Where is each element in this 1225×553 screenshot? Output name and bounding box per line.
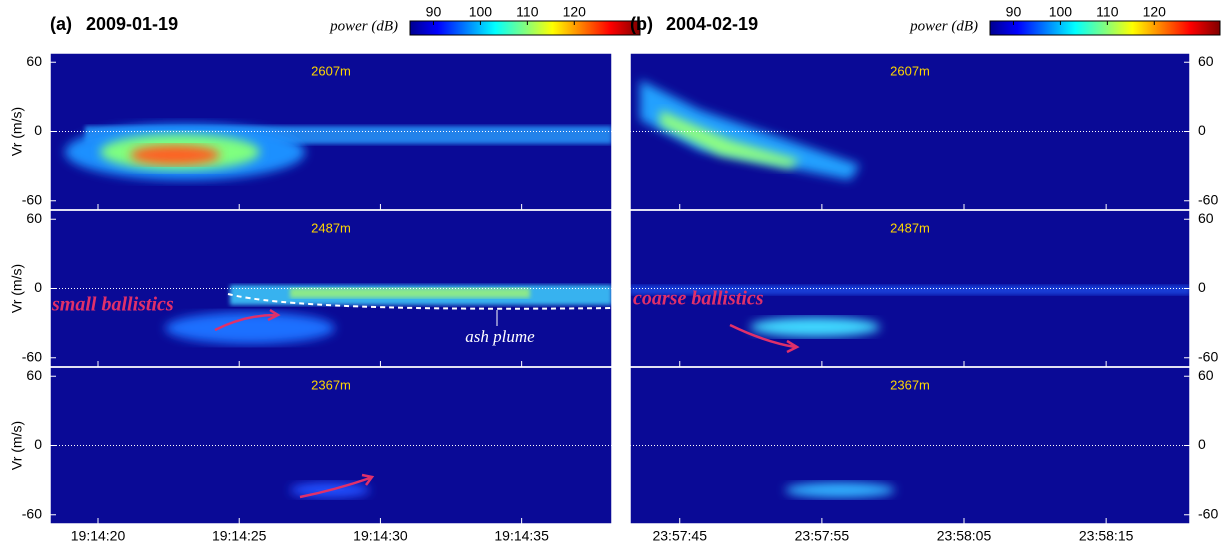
arrow-head (786, 339, 800, 354)
range-label: 2607m (311, 63, 351, 78)
y-tick-label: 0 (1198, 122, 1206, 138)
x-tick-label: 19:14:25 (212, 528, 267, 544)
echo-blobs (630, 80, 1190, 498)
range-label: 2607m (890, 63, 930, 78)
y-tick-label: -60 (1198, 505, 1218, 521)
x-tick-label: 19:14:30 (353, 528, 408, 544)
annotation: ash plume (465, 327, 535, 346)
y-tick-label: 0 (1198, 436, 1206, 452)
arrow (214, 313, 276, 332)
y-tick-label: 60 (1198, 210, 1214, 226)
arrow-head (361, 473, 375, 486)
colorbar-tick-label: 100 (1049, 4, 1073, 20)
colorbar-tick-label: 110 (516, 4, 539, 20)
range-label: 2367m (311, 377, 351, 392)
colorbar-tick-label: 110 (1096, 4, 1119, 20)
colorbar-label: power (dB) (909, 18, 978, 34)
y-axis-label: Vr (m/s) (9, 264, 25, 313)
annotation: small ballistics (51, 294, 174, 316)
range-label: 2367m (890, 377, 930, 392)
y-tick-label: -60 (1198, 191, 1218, 207)
x-tick-label: 23:57:45 (652, 528, 707, 544)
colorbar-tick-label: 100 (469, 4, 493, 20)
range-label: 2487m (890, 220, 930, 235)
y-tick-label: 0 (34, 436, 42, 452)
x-tick-label: 23:58:15 (1079, 528, 1134, 544)
annotation: coarse ballistics (633, 288, 764, 310)
arrow-head (267, 308, 281, 322)
colorbar (989, 20, 1221, 36)
chart-title: 2004-02-19 (666, 14, 758, 34)
range-label: 2487m (311, 220, 351, 235)
colorbar-label: power (dB) (329, 18, 398, 34)
y-tick-label: -60 (1198, 348, 1218, 364)
x-tick-label: 23:57:55 (795, 528, 850, 544)
plume-outline (227, 293, 613, 310)
y-tick-label: 0 (34, 122, 42, 138)
x-tick-label: 19:14:35 (494, 528, 549, 544)
y-tick-label: 60 (1198, 367, 1214, 383)
chart-title: 2009-01-19 (86, 14, 178, 34)
y-tick-label: 0 (34, 279, 42, 295)
panel-label: (a) (50, 14, 72, 34)
colorbar-tick-label: 120 (1143, 4, 1167, 20)
colorbar-tick-label: 90 (426, 4, 442, 20)
arrow (729, 323, 796, 349)
panel-label: (b) (630, 14, 653, 34)
y-tick-label: -60 (22, 191, 42, 207)
colorbar (409, 20, 641, 36)
arrow (299, 476, 371, 499)
x-tick-label: 23:58:05 (937, 528, 992, 544)
colorbar-tick-label: 90 (1006, 4, 1022, 20)
y-tick-label: -60 (22, 505, 42, 521)
y-tick-label: 60 (26, 53, 42, 69)
x-tick-label: 19:14:20 (71, 528, 126, 544)
y-tick-label: 60 (26, 210, 42, 226)
y-axis-label: Vr (m/s) (9, 107, 25, 156)
y-tick-label: 60 (1198, 53, 1214, 69)
y-axis-label: Vr (m/s) (9, 421, 25, 470)
colorbar-tick-label: 120 (563, 4, 587, 20)
y-tick-label: -60 (22, 348, 42, 364)
y-tick-label: 0 (1198, 279, 1206, 295)
y-tick-label: 60 (26, 367, 42, 383)
